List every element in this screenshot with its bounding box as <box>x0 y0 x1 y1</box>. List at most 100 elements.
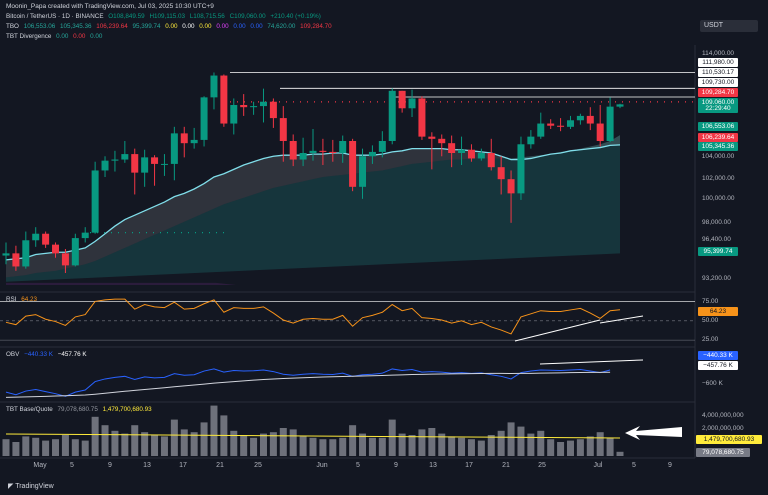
ohlc-high: H109,115.03 <box>149 13 186 20</box>
candle-body <box>32 233 40 241</box>
rsi-value: 64.23 <box>21 296 38 303</box>
volume-bar <box>438 433 446 456</box>
price-axis-tick: 96,400.00 <box>702 236 731 243</box>
candle-body <box>418 98 426 137</box>
candle-body <box>606 106 614 141</box>
date-axis-tick: 5 <box>632 462 636 469</box>
candle-body <box>329 151 337 153</box>
volume-bar <box>537 430 545 456</box>
tbt-value: 0.00 <box>56 33 69 40</box>
tbo-value: 95,399.74 <box>132 23 161 30</box>
candle-body <box>537 123 545 137</box>
volume-bar <box>408 435 416 456</box>
volume-bar <box>388 419 396 456</box>
candle-body <box>259 101 267 107</box>
candle-body <box>527 136 535 145</box>
price-badge: 109,730.00 <box>698 78 738 87</box>
candle-body <box>497 167 505 180</box>
volume-bar <box>467 439 475 456</box>
date-axis-tick: 5 <box>356 462 360 469</box>
chart-credit: Moonin_Papa created with TradingView.com… <box>6 3 214 10</box>
tbo-value: 0.00 <box>250 23 263 30</box>
volume-bar <box>418 429 426 456</box>
rsi-label: RSI <box>6 296 17 303</box>
candle-body <box>230 105 238 124</box>
volume-bar <box>349 425 357 456</box>
ohlc-open: O108,849.59 <box>108 13 145 20</box>
obv-legend[interactable]: OBV −440.33 K −457.76 K <box>6 351 90 359</box>
candle-body <box>566 120 574 127</box>
candle-body <box>160 163 168 165</box>
volume-bar <box>151 435 159 456</box>
volume-bar <box>12 442 20 456</box>
candle-body <box>2 253 10 256</box>
tbo-value: 109,284.70 <box>300 23 332 30</box>
date-axis-tick: 17 <box>179 462 187 469</box>
volume-bar <box>487 435 495 456</box>
price-badge: 104,000.00 <box>701 153 735 160</box>
rsi-trendline <box>514 319 601 342</box>
tbo-value: 0.00 <box>199 23 212 30</box>
candle-body <box>596 123 604 141</box>
volume-ma-badge: 1,479,700,680.93 <box>696 435 762 444</box>
candle-body <box>368 151 376 157</box>
volume-bar <box>547 439 555 456</box>
price-badge: 95,399.74 <box>698 247 738 256</box>
volume-bar <box>527 433 535 456</box>
tradingview-icon: ◤ <box>8 483 16 490</box>
candle-body <box>428 136 436 139</box>
date-axis-tick: 5 <box>70 462 74 469</box>
candle-body <box>586 115 594 124</box>
volume-bar <box>250 437 258 456</box>
tbt-label: TBT Divergence <box>6 33 52 40</box>
price-axis-tick: 100,000.00 <box>702 195 735 202</box>
volume-bar <box>160 436 168 456</box>
tbo-value: 0.00 <box>165 23 178 30</box>
tbt-base-legend[interactable]: TBT Base/Quote 79,078,680.75 1,479,700,6… <box>6 406 155 414</box>
volume-bar <box>368 437 376 456</box>
volume-bar <box>121 433 129 456</box>
volume-bar <box>210 405 218 456</box>
quote-currency-selector[interactable]: USDT <box>700 20 758 32</box>
volume-bar <box>2 439 10 456</box>
tradingview-logo[interactable]: ◤ TradingView <box>8 482 54 490</box>
rsi-axis-tick: 75.00 <box>702 298 719 305</box>
candle-body <box>269 101 277 119</box>
volume-bar <box>319 439 327 456</box>
tbt-base-label: TBT Base/Quote <box>6 406 53 413</box>
volume-bar <box>22 436 30 456</box>
volume-bar <box>586 436 594 456</box>
candle-body <box>81 232 89 239</box>
date-axis-tick: 17 <box>465 462 473 469</box>
candle-body <box>61 253 69 266</box>
volume-bar <box>596 432 604 456</box>
tbt-divergence-legend[interactable]: TBT Divergence 0.00 0.00 0.00 <box>6 33 105 41</box>
obv-arrow <box>539 359 644 365</box>
volume-bar <box>576 439 584 456</box>
candle-body <box>200 97 208 140</box>
volume-bar <box>230 430 238 456</box>
volume-bar <box>190 432 198 456</box>
date-axis-tick: 21 <box>502 462 510 469</box>
tbo-legend[interactable]: TBO 106,553.06 105,345.36 106,239.64 95,… <box>6 23 335 31</box>
volume-bar <box>269 432 277 456</box>
rsi-legend[interactable]: RSI 64.23 <box>6 296 40 304</box>
candle-body <box>517 144 525 194</box>
rsi-axis-tick: 25.00 <box>702 336 719 343</box>
tbo-value: 0.00 <box>233 23 246 30</box>
candle-body <box>388 90 396 141</box>
price-axis-tick: 93,200.00 <box>702 275 731 282</box>
candle-body <box>220 75 228 124</box>
date-axis-tick: 25 <box>254 462 262 469</box>
volume-bar <box>507 422 515 456</box>
candle-body <box>408 98 416 109</box>
symbol-header: Bitcoin / TetherUS · 1D · BINANCE O108,8… <box>6 13 324 21</box>
volume-bar <box>378 437 386 456</box>
candle-body <box>141 157 149 173</box>
volume-bar <box>566 440 574 456</box>
price-badge: 111,980.00 <box>698 58 738 67</box>
date-axis-tick: 13 <box>429 462 437 469</box>
volume-bar <box>180 429 188 456</box>
volume-bar <box>606 437 614 456</box>
